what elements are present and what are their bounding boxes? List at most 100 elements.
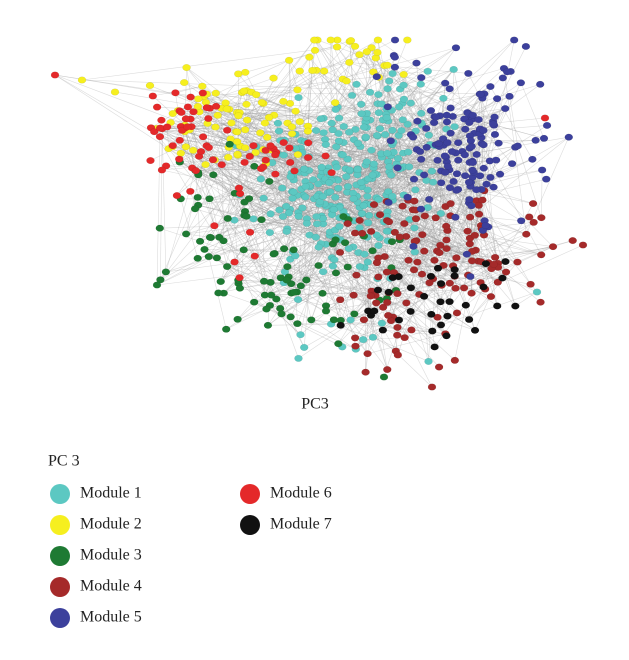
edge	[198, 204, 346, 243]
node	[450, 356, 460, 364]
edge	[392, 135, 430, 318]
edge	[314, 39, 394, 143]
node	[537, 166, 547, 174]
node	[424, 195, 434, 203]
edge	[365, 74, 404, 123]
edge	[440, 170, 471, 218]
node	[181, 115, 191, 123]
node	[157, 116, 166, 124]
node	[427, 167, 437, 175]
node	[355, 216, 364, 224]
node	[468, 159, 478, 167]
node	[410, 248, 419, 256]
node	[110, 88, 120, 96]
node	[468, 111, 478, 119]
node	[294, 354, 303, 362]
edge	[361, 213, 430, 284]
node	[294, 94, 303, 102]
node	[317, 163, 326, 171]
node	[327, 119, 336, 127]
edge	[429, 276, 471, 284]
node	[277, 184, 287, 192]
node	[481, 260, 491, 268]
node	[240, 158, 249, 166]
node	[146, 157, 155, 165]
node	[343, 263, 352, 271]
node	[500, 105, 510, 113]
node	[475, 172, 485, 180]
edge	[327, 192, 388, 370]
node	[250, 252, 259, 260]
edge	[234, 135, 471, 221]
node	[357, 110, 366, 118]
edge	[434, 122, 466, 130]
node	[305, 53, 314, 61]
node	[222, 325, 231, 333]
edge	[166, 126, 169, 149]
edge	[357, 168, 387, 202]
node	[242, 100, 251, 108]
node	[241, 144, 250, 152]
node	[332, 43, 342, 51]
edge	[388, 262, 489, 294]
node	[493, 278, 503, 286]
node	[409, 266, 419, 274]
edge	[335, 146, 355, 221]
node	[242, 116, 252, 124]
node	[452, 309, 462, 317]
legend-swatch	[240, 515, 260, 535]
node	[287, 123, 297, 131]
node	[413, 258, 422, 266]
legend-label: Module 7	[270, 516, 332, 533]
edge	[200, 151, 356, 234]
node	[303, 154, 313, 162]
node	[235, 274, 244, 282]
node	[285, 144, 294, 152]
edge	[298, 310, 369, 359]
edge	[329, 182, 420, 295]
edge	[264, 183, 319, 296]
edge	[428, 314, 432, 362]
edge	[437, 98, 444, 318]
node	[436, 298, 445, 306]
node	[386, 171, 396, 179]
edge	[297, 299, 433, 332]
edge	[331, 257, 389, 293]
edge	[243, 90, 466, 176]
node	[329, 206, 339, 214]
node	[264, 113, 274, 121]
edge	[378, 98, 444, 278]
node	[415, 147, 425, 155]
node	[395, 233, 404, 241]
node	[428, 327, 437, 335]
node	[528, 200, 538, 208]
node	[377, 100, 386, 108]
node	[150, 128, 159, 136]
node	[568, 237, 577, 245]
node	[412, 59, 421, 67]
edge	[334, 251, 473, 260]
edge	[54, 74, 499, 144]
edge	[472, 118, 545, 139]
node	[351, 342, 360, 350]
node	[430, 343, 439, 351]
edge	[208, 147, 272, 296]
node	[257, 99, 267, 107]
edge	[208, 115, 218, 148]
node	[511, 302, 520, 310]
node	[476, 90, 485, 98]
edge	[472, 118, 545, 139]
node	[334, 129, 343, 137]
edge	[318, 245, 379, 266]
edge	[244, 215, 492, 269]
node	[343, 155, 352, 163]
edge	[446, 39, 515, 116]
node	[235, 284, 245, 292]
node	[353, 165, 362, 173]
node	[427, 383, 437, 391]
node	[434, 139, 443, 147]
node	[346, 316, 355, 324]
edge	[184, 131, 374, 165]
edge	[432, 182, 471, 239]
node	[449, 65, 458, 73]
